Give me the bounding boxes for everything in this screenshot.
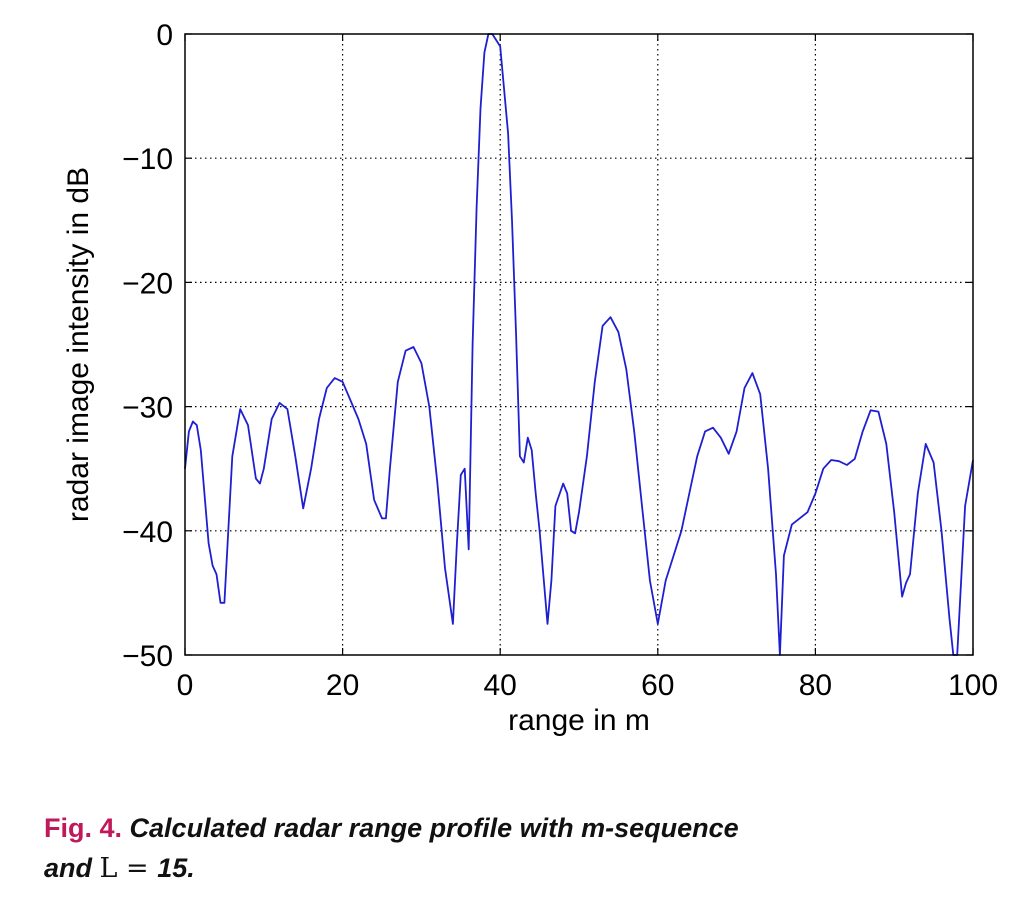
y-tick-label: −20 [122,267,173,300]
y-tick-label: 0 [156,19,173,52]
plot-frame [184,33,974,656]
caption-line-2-value: 15. [157,853,195,883]
figure-number: Fig. 4. [44,813,123,843]
x-tick-label: 100 [948,669,998,702]
x-tick-label: 0 [177,669,194,702]
y-tick-label: −30 [122,392,173,425]
y-tick-label: −10 [122,143,173,176]
caption-math-variable: L [99,853,118,884]
y-axis-label: radar image intensity in dB [62,167,95,522]
chart: 0 20 40 60 80 100 0 −10 −20 −30 −40 −50 range in m… [62,19,998,737]
x-tick-labels: 0 20 40 60 80 100 [177,669,998,702]
series-line [184,33,974,656]
caption-math-equals: = [117,853,158,884]
series-layer [184,33,974,656]
grid-lines [185,34,973,655]
x-tick-label: 40 [484,669,517,702]
x-tick-label: 80 [799,669,832,702]
x-tick-label: 60 [641,669,674,702]
x-axis-label: range in m [508,704,650,737]
tick-marks [184,33,974,656]
caption-line-2-prefix: and [44,853,100,883]
y-tick-label: −50 [122,640,173,673]
figure-caption: Fig. 4. Calculated radar range profile w… [44,808,944,889]
y-tick-label: −40 [122,516,173,549]
y-tick-labels: 0 −10 −20 −30 −40 −50 [122,19,173,673]
caption-line-1: Calculated radar range profile with m-se… [129,813,739,843]
x-tick-label: 20 [326,669,359,702]
